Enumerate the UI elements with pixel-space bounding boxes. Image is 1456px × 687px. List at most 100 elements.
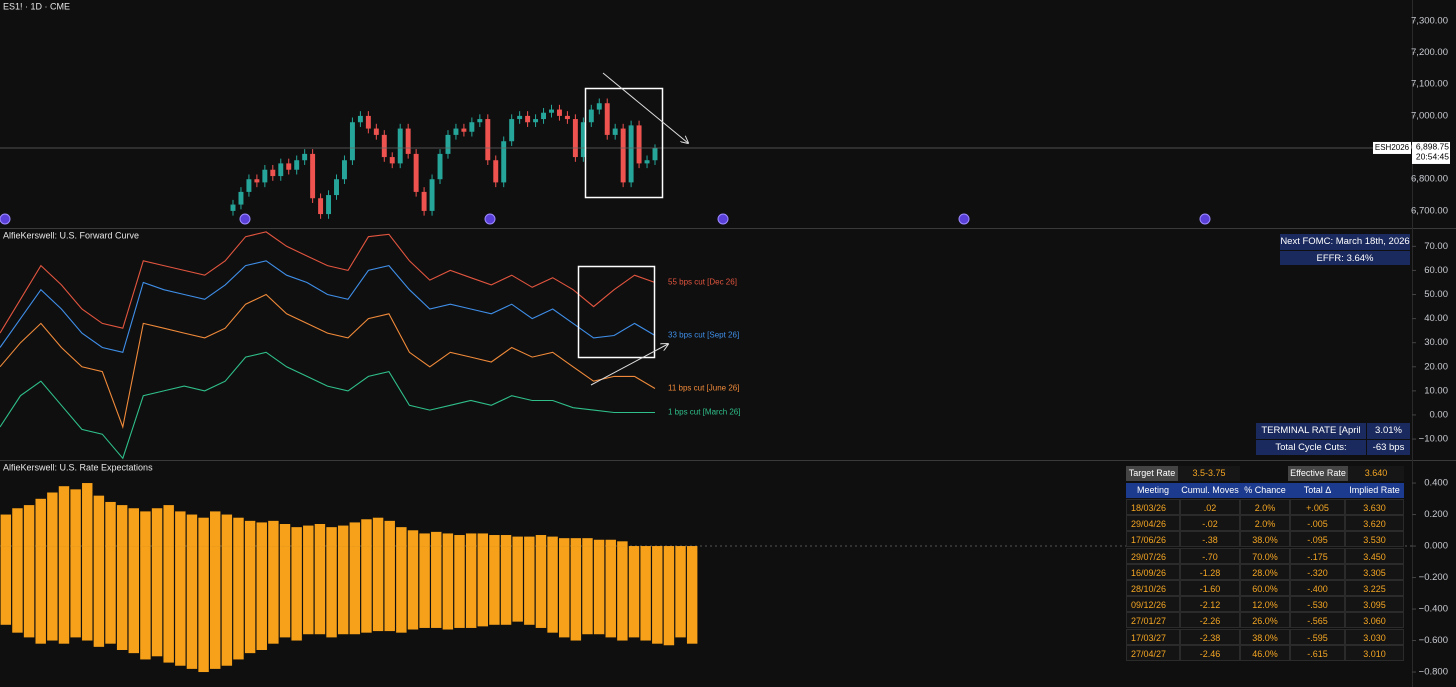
bar [58,486,70,547]
y-tick-label: 60.00 [1424,265,1448,276]
candle-body [413,153,419,192]
event-icon[interactable] [239,213,251,225]
bar [12,508,23,547]
table-cell: 38.0% [1240,531,1290,548]
bar [349,522,361,547]
bar [407,530,419,547]
target-label: Target Rate [1126,466,1178,481]
bar [221,514,233,547]
bar [128,546,139,654]
table-cell: -.530 [1290,596,1345,613]
bar [617,541,628,547]
candle-body [556,109,562,116]
table-cell: 3.630 [1345,499,1404,515]
table-cell: -.615 [1290,644,1345,661]
bar [465,533,477,547]
candle-body [381,134,387,158]
candle-body [262,169,268,183]
bar [70,546,81,638]
candle-body [628,125,634,183]
table-cell: -2.46 [1180,644,1240,661]
target-value: 3.5-3.75 [1178,466,1240,481]
bar [675,546,686,638]
table-cell: -1.28 [1180,563,1240,580]
bar [314,546,326,635]
bar [407,546,419,630]
effective-value: 3.640 [1348,466,1404,481]
bar [244,520,256,547]
bar [0,546,12,625]
fomc-next: Next FOMC: March 18th, 2026 [1280,234,1410,250]
bar [524,546,535,625]
candle-body [596,103,602,110]
bar [291,546,302,641]
bar [628,546,640,638]
bar [198,517,209,547]
bar [291,527,302,547]
table-cell: 09/12/26 [1126,596,1180,613]
candle-body [286,163,292,170]
bar [477,546,488,627]
candle-body [533,119,539,123]
y-tick-label: −10.00 [1419,434,1448,445]
price-tag-bg [1412,141,1450,164]
curve-label: 33 bps cut [Sept 26] [668,331,739,340]
event-icon[interactable] [958,213,970,225]
y-tick-label: −0.600 [1419,635,1448,646]
price-tag: 6,898.75 [1416,142,1449,152]
table-cell: 3.305 [1345,563,1404,580]
y-tick-label: 7,100.00 [1411,79,1448,90]
curve-line [0,231,656,334]
bar [303,525,314,547]
table-cell: 3.030 [1345,628,1404,645]
table-cell: 2.0% [1240,499,1290,515]
bar [512,546,523,622]
pane-title: ES1! · 1D · CME [3,1,70,11]
event-icon[interactable] [717,213,729,225]
table-cell: -.595 [1290,628,1345,645]
table-cell: -2.12 [1180,596,1240,613]
table-cell: .02 [1180,499,1240,515]
candle-body [318,198,324,215]
bar [570,546,582,641]
bar [151,546,163,657]
y-tick-label: −0.200 [1419,572,1448,583]
table-cell: 28.0% [1240,563,1290,580]
event-icons[interactable] [0,213,1211,225]
bar [686,546,698,644]
bar [326,527,337,547]
table-cell: 28/10/26 [1126,580,1180,596]
y-tick-label: 0.400 [1424,478,1448,489]
candle-body [397,128,403,164]
bar [570,538,582,547]
candle-body [580,122,586,158]
table-cell: 3.450 [1345,547,1404,564]
bar [314,523,326,547]
table-cell: 3.225 [1345,580,1404,596]
bar [489,546,500,625]
table-cell: -.02 [1180,515,1240,532]
bar [23,546,35,638]
bar [372,517,384,547]
event-icon[interactable] [0,213,11,225]
table-cell: 16/09/26 [1126,563,1180,580]
bar [454,546,465,628]
candle-body [477,119,483,123]
candle-body [246,179,252,192]
curve-line [0,260,656,353]
candle-body [357,115,363,123]
bar [663,546,675,646]
bar [70,489,81,547]
event-icon[interactable] [484,213,496,225]
bar [105,546,116,644]
y-tick-label: 0.000 [1424,541,1448,552]
bar [454,535,465,547]
y-tick-label: 7,200.00 [1411,47,1448,58]
event-icon[interactable] [1199,213,1211,225]
candle-body [365,115,371,129]
column-header: Implied Rate [1345,483,1404,498]
candle-body [541,112,546,120]
bar [442,546,454,630]
table-cell: 60.0% [1240,580,1290,596]
bar [140,546,151,660]
